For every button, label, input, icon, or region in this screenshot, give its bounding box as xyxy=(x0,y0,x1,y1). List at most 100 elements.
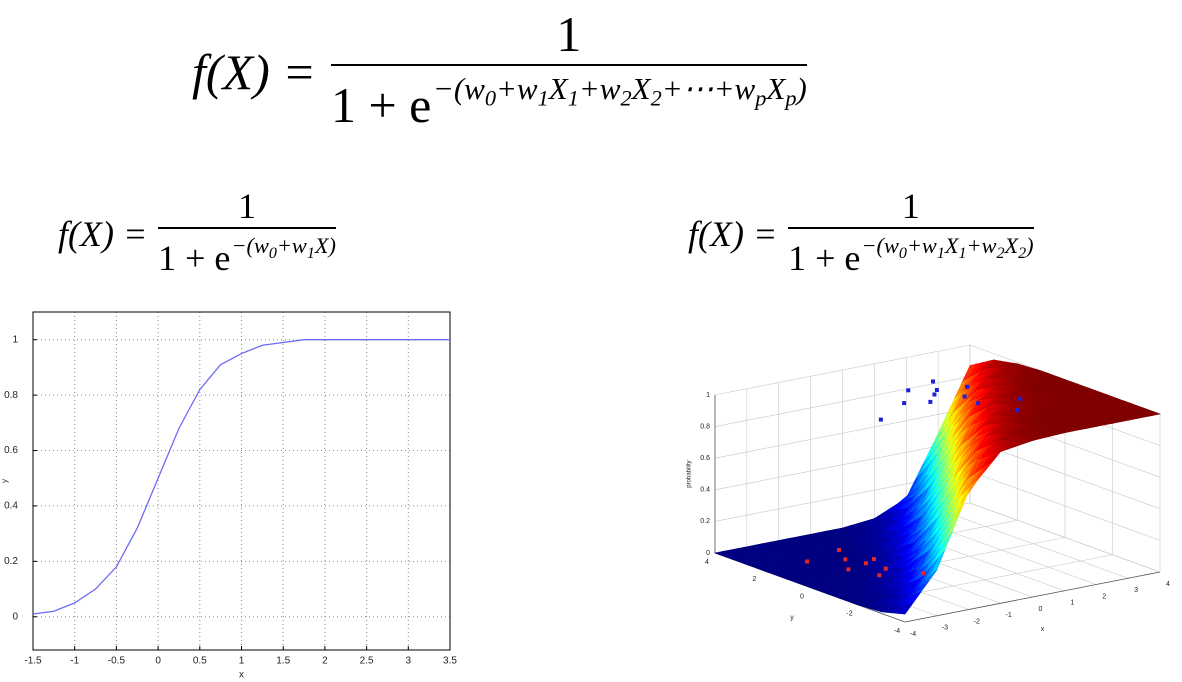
data-point xyxy=(902,401,907,406)
formula: f(X) = 1 1 + e−(w0+w1X1+w2X2) xyxy=(688,186,1034,282)
surface-patch xyxy=(898,602,914,615)
z-tick-label: 0.2 xyxy=(700,518,710,525)
x-tick-label: -2 xyxy=(974,618,980,625)
exponent-text: +w xyxy=(578,70,621,106)
exponent-subscript: 1 xyxy=(958,244,967,262)
x-tick-label: 2.5 xyxy=(360,656,374,667)
z-tick-label: 0.8 xyxy=(700,423,710,430)
data-point xyxy=(883,566,888,571)
denominator: 1 + e−(w0+w1X1+w2X2+⋯+wpXp) xyxy=(331,66,807,139)
exponent-text: −(w xyxy=(861,233,899,259)
data-point xyxy=(932,392,937,397)
data-point xyxy=(1018,396,1023,401)
exponent-text: X xyxy=(1004,233,1019,259)
y-tick-label: 0.6 xyxy=(4,445,18,456)
grid-line xyxy=(714,407,971,459)
data-point xyxy=(837,547,842,552)
denominator: 1 + e−(w0+w1X1+w2X2) xyxy=(788,229,1034,281)
exponent-subscript: p xyxy=(785,85,797,111)
exponent-text: X xyxy=(766,70,786,106)
exponent-text: +w xyxy=(906,233,937,259)
grid-line xyxy=(969,471,1161,541)
y-tick-label: -2 xyxy=(846,611,852,618)
x-tick-label: 2 xyxy=(322,656,328,667)
data-point xyxy=(863,561,868,566)
data-point xyxy=(805,559,810,564)
y-tick-label: 0.8 xyxy=(4,390,18,401)
z-tick-label: 1 xyxy=(706,392,710,399)
exponent-subscript: 1 xyxy=(567,85,579,111)
data-point xyxy=(1014,408,1019,413)
y-tick-label: 0.2 xyxy=(4,556,18,567)
grid-line xyxy=(714,439,971,491)
y-axis-label: y xyxy=(790,614,794,621)
exponent-text: X xyxy=(944,233,959,259)
data-point xyxy=(877,573,882,578)
z-tick-label: 0 xyxy=(706,550,710,557)
y-tick-label: 1 xyxy=(12,334,18,345)
line xyxy=(32,339,450,615)
x-tick-label: 3 xyxy=(406,656,412,667)
exponent-text: X) xyxy=(314,233,336,259)
exponent-text: −(w xyxy=(432,70,485,106)
x-tick-label: -4 xyxy=(910,631,916,638)
plot-frame xyxy=(32,311,451,651)
exponent-subscript: 1 xyxy=(537,85,549,111)
exponent-text: +w xyxy=(966,233,997,259)
data-point xyxy=(906,388,911,393)
y-tick-label: 0 xyxy=(12,611,18,622)
numerator: 1 xyxy=(788,186,1034,230)
data-point xyxy=(976,401,981,406)
x-tick-label: 1 xyxy=(1070,600,1074,607)
exponent-text: ) xyxy=(1026,233,1034,259)
data-point xyxy=(931,379,935,384)
axis-line xyxy=(904,571,1161,623)
formula-lhs: f(X) = xyxy=(688,213,778,254)
grid-line xyxy=(969,502,1161,573)
denominator-base: 1 + e xyxy=(330,77,432,133)
exponent-text: X xyxy=(548,70,568,106)
exponent-text: +w xyxy=(276,233,307,259)
denominator-base: 1 + e xyxy=(788,237,861,278)
exponent-subscript: 1 xyxy=(306,244,315,262)
data-point xyxy=(846,567,851,572)
exponent-subscript: 1 xyxy=(936,244,945,262)
x-tick-label: -0.5 xyxy=(108,656,126,667)
y-tick-label: 0 xyxy=(800,593,804,600)
data-point xyxy=(962,394,967,399)
y-tick-label: -4 xyxy=(894,628,900,635)
x-tick-label: 0.5 xyxy=(193,656,207,667)
y-tick-label: 2 xyxy=(753,576,757,583)
exponent-subscript: 2 xyxy=(996,244,1005,262)
data-point xyxy=(871,557,876,562)
y-tick-label: 0.4 xyxy=(4,501,18,512)
y-tick-label: 4 xyxy=(705,559,709,566)
exponent-subscript: 0 xyxy=(898,244,907,262)
x-tick-label: 0 xyxy=(155,656,161,667)
exponent-subscript: 2 xyxy=(1018,244,1027,262)
x-tick-label: -1.5 xyxy=(24,656,42,667)
exponent-subscript: 0 xyxy=(484,85,496,111)
x-tick-label: 0 xyxy=(1039,606,1043,613)
denominator-base: 1 + e xyxy=(158,237,231,278)
exponent-subscript: 2 xyxy=(650,85,662,111)
x-tick-label: -1 xyxy=(70,656,79,667)
x-tick-label: 4 xyxy=(1166,581,1170,588)
x-tick-label: -1 xyxy=(1006,612,1012,619)
x-axis-label: x xyxy=(239,670,244,681)
x-tick-label: 3.5 xyxy=(443,656,457,667)
formula-lhs: f(X) = xyxy=(58,213,148,254)
exponent-text: X xyxy=(631,70,651,106)
z-tick-label: 0.4 xyxy=(700,487,710,494)
x-tick-label: 1 xyxy=(239,656,245,667)
exponent-text: −(w xyxy=(231,233,269,259)
formula: f(X) = 1 1 + e−(w0+w1X) xyxy=(58,186,336,282)
data-point xyxy=(934,388,939,393)
data-point xyxy=(878,417,883,422)
formula: f(X) = 1 1 + e−(w0+w1X1+w2X2+⋯+wpXp) xyxy=(192,6,807,138)
y-axis-label: y xyxy=(0,479,9,483)
